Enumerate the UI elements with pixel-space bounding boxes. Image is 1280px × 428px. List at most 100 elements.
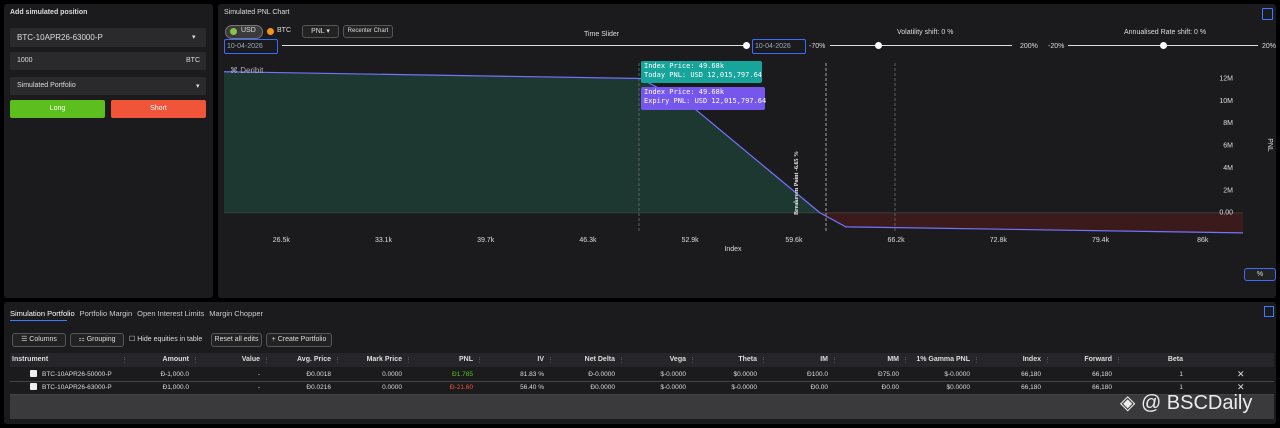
table-cell: Ð0.0018 <box>306 371 331 378</box>
column-header[interactable]: PNL <box>459 356 473 363</box>
date-input[interactable]: 10-04-2026 <box>752 39 806 54</box>
table-cell: BTC-10APR26-50000-P <box>42 371 112 378</box>
column-header[interactable]: IV <box>537 356 544 363</box>
slider-label: Time Slider <box>584 31 620 38</box>
slider-thumb[interactable] <box>743 42 750 49</box>
table-cell: 66,180 <box>1021 371 1041 378</box>
button-text: Columns <box>29 336 57 343</box>
date-input[interactable]: 10-04-2026 <box>224 39 278 54</box>
recenter-button[interactable]: Recenter Chart <box>343 25 393 38</box>
slider-thumb[interactable] <box>875 42 882 49</box>
column-header[interactable]: Avg. Price <box>297 356 331 363</box>
x-tick-label: 52.9k <box>682 237 700 244</box>
metric: PNL <box>311 28 325 35</box>
panel-title: Add simulated position <box>10 9 88 16</box>
column-header[interactable]: Value <box>241 356 260 363</box>
panel-title: Simulated PNL Chart <box>224 9 290 16</box>
column-header[interactable]: Net Delta <box>584 356 615 363</box>
column-header[interactable]: Instrument <box>12 356 49 363</box>
column-header[interactable]: Mark Price <box>366 356 402 363</box>
table-cell: Ð1.785 <box>452 371 473 378</box>
column-header[interactable]: Forward <box>1084 356 1112 363</box>
remove-icon[interactable]: ✕ <box>1237 382 1245 392</box>
x-tick-label: 86k <box>1197 237 1209 244</box>
instrument: BTC-10APR26-63000-P <box>17 33 103 42</box>
slider-label: Volatility shift: 0 % <box>897 29 954 36</box>
checkbox-label: Hide equities in table <box>137 336 203 343</box>
column-separator: ⋮ <box>547 357 554 364</box>
tab[interactable]: Simulation Portfolio <box>10 309 75 318</box>
row-checkbox[interactable] <box>30 370 37 377</box>
percent-button[interactable]: % <box>1244 268 1276 281</box>
long-button[interactable]: Long <box>10 100 105 118</box>
table-cell: - <box>257 384 260 391</box>
slider-min: -70% <box>809 43 826 50</box>
instrument-select[interactable] <box>10 28 206 47</box>
row-checkbox[interactable] <box>30 383 37 390</box>
column-separator: ⋮ <box>902 357 909 364</box>
table-cell: BTC-10APR26-63000-P <box>42 384 112 391</box>
hide-equities[interactable]: ☐ Hide equities in table <box>129 336 203 343</box>
table-cell: 1 <box>1179 371 1183 378</box>
column-header[interactable]: Theta <box>738 356 757 363</box>
tab[interactable]: Margin Chopper <box>209 309 264 318</box>
column-header[interactable]: Beta <box>1167 356 1183 363</box>
x-tick-label: 79.4k <box>1092 237 1110 244</box>
btc-icon <box>267 28 274 35</box>
table-cell: $0.0000 <box>733 371 758 378</box>
column-header[interactable]: Index <box>1022 356 1041 363</box>
column-separator: ⋮ <box>760 357 767 364</box>
remove-icon[interactable]: ✕ <box>1237 369 1245 379</box>
y-tick-label: 8M <box>1223 120 1233 127</box>
reset-button[interactable]: Reset all edits <box>211 333 262 347</box>
column-header[interactable]: Amount <box>162 356 189 363</box>
slider-max: 20% <box>1262 43 1277 50</box>
logo-text: Deribit <box>240 66 264 75</box>
grouping-button[interactable]: ⚏ Grouping <box>70 333 124 347</box>
y-tick-label: 0.00 <box>1219 210 1233 217</box>
table-cell: $-0.0000 <box>731 384 757 391</box>
button-text: Create Portfolio <box>277 336 327 343</box>
y-tick-label: 10M <box>1219 98 1233 105</box>
portfolio-select[interactable] <box>10 77 206 95</box>
table-cell: 0.0000 <box>382 384 402 391</box>
save-icon[interactable] <box>1262 8 1273 20</box>
table-cell: 0.0000 <box>382 371 402 378</box>
slider-thumb[interactable] <box>1160 42 1167 49</box>
tooltip-line: Index Price: 49.68k <box>644 62 725 70</box>
y-tick-label: 4M <box>1223 165 1233 172</box>
columns-button[interactable]: ☰ Columns <box>12 333 66 347</box>
slider-max: 200% <box>1020 43 1038 50</box>
x-axis-label: Index <box>724 246 742 253</box>
column-header[interactable]: 1% Gamma PNL <box>916 356 970 363</box>
tab[interactable]: Portfolio Margin <box>79 309 133 318</box>
tab[interactable]: Open Interest Limits <box>137 309 205 318</box>
column-header[interactable]: Vega <box>669 356 686 363</box>
watermark-text: @ BSCDaily <box>1140 392 1253 414</box>
amount-input[interactable] <box>10 52 206 70</box>
tooltip-line: Expiry PNL: USD 12,015,797.64 <box>644 97 767 105</box>
table-cell: Ð0.0000 <box>590 384 615 391</box>
short-button[interactable]: Short <box>111 100 206 118</box>
column-separator: ⋮ <box>405 357 412 364</box>
metric-select[interactable]: PNL ▾ <box>302 25 339 38</box>
column-separator: ⋮ <box>192 357 199 364</box>
table-cell: Ð-0.0000 <box>588 371 615 378</box>
column-header[interactable]: IM <box>820 356 828 363</box>
column-separator: ⋮ <box>1115 357 1122 364</box>
currency[interactable]: BTC <box>277 27 291 34</box>
y-tick-label: 6M <box>1223 143 1233 150</box>
create-portfolio-button[interactable]: + Create Portfolio <box>266 333 332 347</box>
table-row <box>10 368 1274 382</box>
watermark: ◈ @ BSCDaily <box>1120 392 1253 414</box>
x-tick-label: 33.1k <box>375 237 393 244</box>
usd-icon <box>230 28 237 35</box>
table-cell: Ð0.00 <box>810 384 828 391</box>
column-header[interactable]: MM <box>887 356 899 363</box>
tooltip-line: Index Price: 49.68k <box>644 88 725 96</box>
today-tooltip: Index Price: 49.68k Today PNL: USD 12,015… <box>641 61 762 83</box>
save-icon[interactable] <box>1264 306 1274 317</box>
column-separator: ⋮ <box>689 357 696 364</box>
caret: ▾ <box>192 34 196 41</box>
